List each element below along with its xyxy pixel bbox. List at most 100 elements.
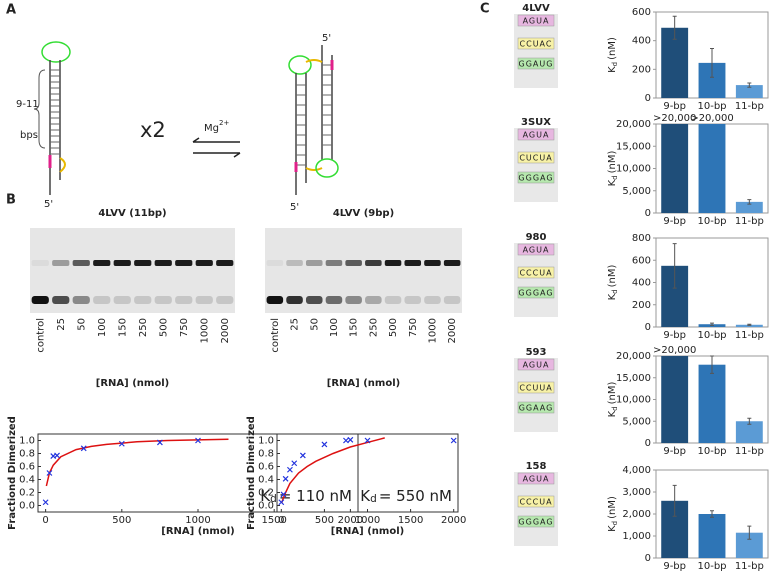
y-tick-label: 600 [632, 255, 651, 266]
y-tick-label: 0 [645, 438, 651, 449]
y-tick-label: 0.4 [19, 475, 35, 486]
bar [661, 356, 689, 443]
gel-band [195, 296, 213, 304]
gel-band [195, 260, 213, 266]
y-tick-label: 5,000 [622, 416, 651, 427]
y-tick-label: 0 [645, 208, 651, 219]
y-tick-label: 0.0 [258, 501, 274, 512]
gel-band [52, 296, 70, 304]
y-tick-label: 600 [632, 7, 651, 18]
scheme-label: x2 [140, 118, 166, 142]
structure-box [517, 243, 555, 256]
lane-label: 2000 [447, 318, 458, 343]
y-tick-label: 0 [645, 93, 651, 104]
structure-box [517, 266, 555, 279]
sequence: CUCUA [519, 154, 552, 163]
gel-band [365, 296, 382, 304]
x-tick-label: 9-bp [663, 101, 686, 112]
lane-label: 1000 [427, 318, 438, 343]
x-tick-label: 1500 [398, 515, 423, 526]
sequence: GGAAG [519, 404, 554, 413]
fit-line [45, 438, 229, 487]
error-bar [672, 484, 677, 517]
bar [735, 324, 763, 327]
x-tick-label: 11-bp [735, 330, 764, 341]
sequence: CCCUA [519, 269, 552, 278]
gel-band [286, 260, 303, 266]
axis-label: (nM) [607, 382, 618, 405]
sequence: AGUA [523, 17, 550, 26]
data-point [343, 437, 349, 444]
structure [514, 14, 558, 88]
x-tick-label: 1000 [355, 515, 380, 526]
error-bar [747, 199, 752, 205]
panel-label: C [480, 2, 490, 17]
gel-band [424, 296, 441, 304]
gel-band [443, 260, 461, 266]
axis-label: K [607, 66, 618, 73]
data-point [450, 437, 457, 444]
five-prime: 5' [44, 199, 53, 210]
structure-name: 3SUX [521, 117, 551, 128]
lane-label: 150 [117, 318, 128, 337]
error-bar [672, 15, 677, 40]
structure-box [517, 515, 555, 528]
axis-label: Kd (nM) [607, 37, 619, 73]
axis-label: (nM) [607, 265, 618, 288]
gel-band [72, 260, 90, 266]
structure-box [517, 472, 555, 485]
lane-label: 25 [290, 318, 301, 331]
gel-band [325, 296, 343, 304]
structure [514, 128, 558, 202]
gel-axis-label: [RNA] (nmol) [327, 378, 400, 389]
y-tick-label: 0.0 [19, 501, 35, 512]
lane-label: 50 [309, 318, 320, 331]
axis-label: d [611, 289, 619, 293]
lane-label: 1000 [199, 318, 210, 343]
x-tick-label: 9-bp [663, 561, 686, 572]
axis-label: d [370, 493, 377, 505]
gel-band [134, 260, 152, 266]
lane-label: 750 [179, 318, 190, 337]
y-tick-label: 0.6 [19, 462, 35, 473]
data-point [195, 437, 201, 444]
gel-band [266, 260, 284, 266]
lane-label: 250 [138, 318, 149, 337]
axis-label: (nM) [607, 37, 618, 60]
sequence: CCCUA [519, 498, 552, 507]
five-prime: 5' [322, 33, 331, 44]
x-tick-label: 10-bp [697, 446, 726, 457]
axis-label: (nM) [607, 496, 618, 519]
data-point [156, 439, 163, 446]
scheme-label: 9-11 [16, 99, 39, 110]
x-tick-label: 10-bp [697, 561, 726, 572]
structure-name: 4LVV [522, 3, 550, 14]
gel-axis-label: [RNA] (nmol) [96, 378, 169, 389]
structure-box [517, 495, 555, 508]
sequence: AGUA [523, 246, 550, 255]
data-point [291, 460, 298, 467]
x-tick-label: 0 [42, 515, 48, 526]
lane-label: control [35, 318, 46, 353]
gel-band [325, 260, 343, 266]
error-bar [747, 82, 752, 88]
x-tick-label: 11-bp [735, 216, 764, 227]
data-point [42, 499, 49, 506]
structure-box [517, 286, 555, 299]
bar [661, 124, 689, 213]
gel-band [404, 296, 422, 304]
gel-band [345, 260, 362, 266]
scheme [33, 41, 339, 195]
axis-label: d [611, 175, 619, 179]
x-axis-label: [RNA] (nmol) [161, 526, 234, 537]
five-prime: 5' [290, 202, 299, 213]
gel-band [175, 296, 193, 304]
y-tick-label: 800 [632, 233, 651, 244]
data-point [280, 491, 287, 498]
gel-band [134, 296, 152, 304]
bar [735, 421, 763, 443]
y-tick-label: 4,000 [622, 465, 651, 476]
y-tick-label: 400 [632, 36, 651, 47]
value-label: >20,000 [653, 113, 696, 124]
x-tick-label: 11-bp [735, 446, 764, 457]
